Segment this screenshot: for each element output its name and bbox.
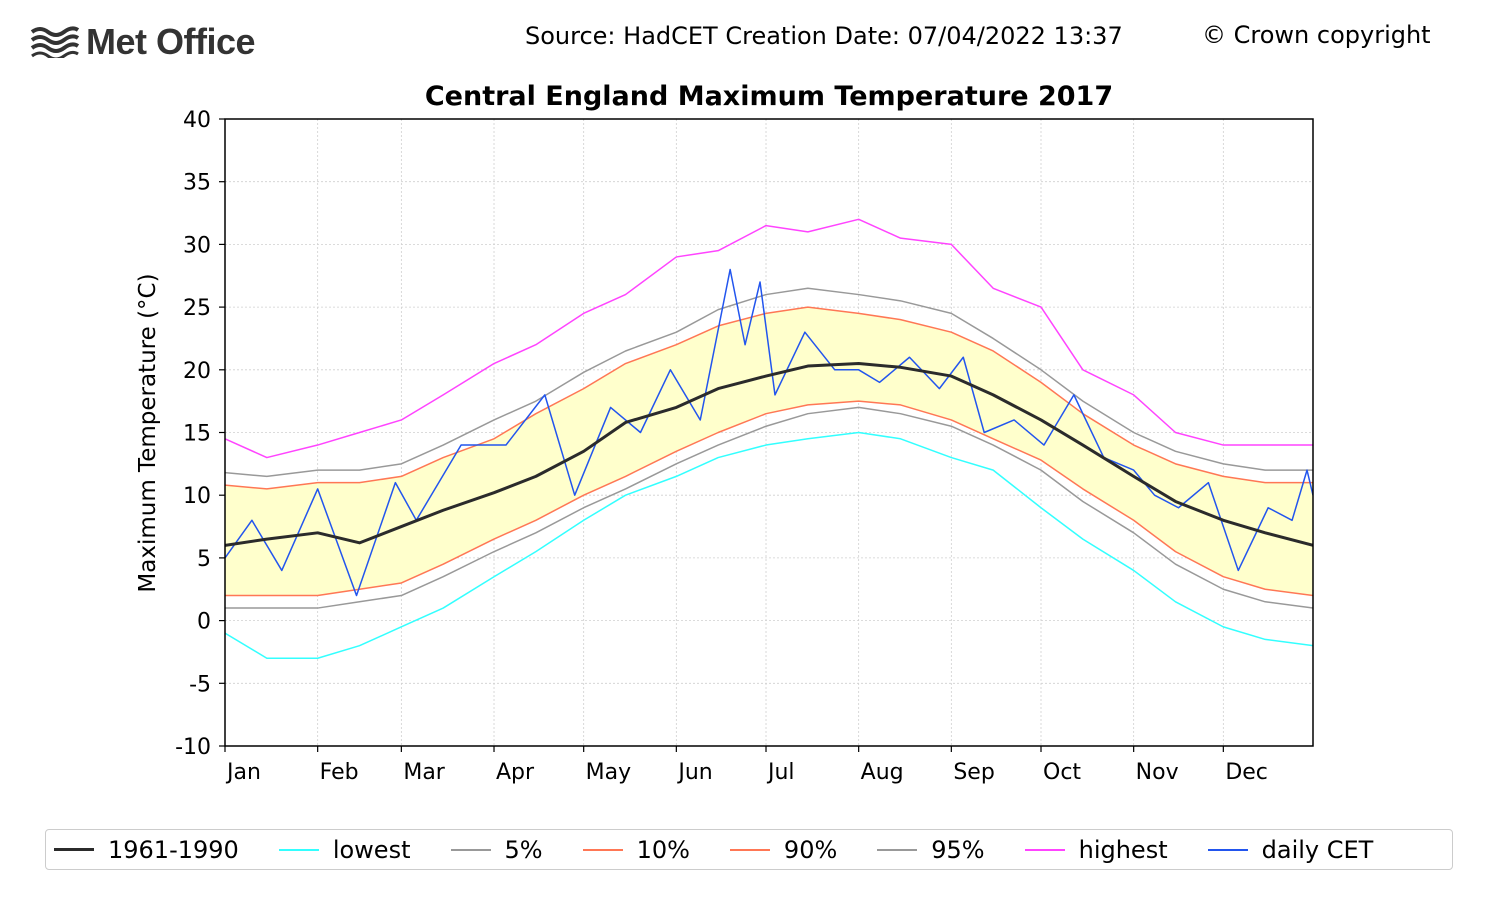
met-office-logo: Met Office (30, 21, 256, 62)
month-label: Sep (953, 760, 994, 785)
month-label: Apr (496, 760, 535, 785)
copyright-text: © Crown copyright (1202, 21, 1431, 49)
series-line-95- (225, 287, 1313, 478)
header: Met Office Source: HadCET Creation Date:… (0, 0, 1500, 70)
y-tick-label: 10 (183, 484, 211, 509)
legend-swatch (450, 848, 491, 851)
y-tick-label: 15 (183, 422, 211, 447)
legend-label: daily CET (1261, 835, 1374, 864)
y-tick-label: 35 (183, 171, 211, 196)
legend-label: 95% (931, 835, 985, 864)
chart-title: Central England Maximum Temperature 2017 (425, 81, 1113, 112)
legend-item: daily CET (1200, 830, 1374, 869)
legend-swatch (582, 848, 623, 851)
legend-swatch (729, 848, 770, 851)
month-label: Dec (1225, 760, 1268, 785)
month-label: Aug (861, 760, 904, 785)
month-label: Jan (225, 760, 261, 785)
legend-swatch (54, 848, 94, 851)
series-line-5- (225, 406, 1313, 609)
y-tick-label: 0 (197, 610, 211, 635)
y-tick-label: 20 (183, 359, 211, 384)
month-label: May (586, 760, 631, 785)
legend-swatch (278, 848, 319, 851)
series-line-10- (225, 400, 1313, 597)
month-label: Nov (1136, 760, 1179, 785)
x-axis-ticks: Jan Feb Mar Apr May Jun Jul Aug Sep Oct Nov Dec (224, 746, 1268, 785)
legend-item: 90% (722, 830, 837, 869)
legend-item: 5% (443, 830, 543, 869)
series-line-daily-cet (225, 268, 1313, 597)
y-tick-label: 5 (197, 547, 211, 572)
shaded-band (225, 307, 1313, 596)
month-label: Mar (403, 760, 445, 785)
y-axis-ticks: -10 -5 0 5 10 15 20 25 30 35 40 (175, 108, 225, 760)
month-label: Jun (676, 760, 712, 785)
met-office-wave-icon (30, 26, 80, 58)
series-line-1961-1990 (225, 362, 1313, 547)
series-line-90- (225, 306, 1313, 490)
legend-label: 5% (504, 835, 543, 864)
y-axis-label: Maximum Temperature (°C) (135, 273, 161, 592)
legend-label: lowest (332, 835, 411, 864)
legend: 1961-1990 lowest 5% 10% 90% 95% highest daily C… (45, 829, 1453, 870)
month-label: Feb (320, 760, 359, 785)
legend-item: highest (1017, 830, 1168, 869)
legend-item: 10% (575, 830, 690, 869)
legend-item: 1961-1990 (46, 830, 239, 869)
legend-label: 1961-1990 (108, 835, 239, 864)
logo-text: Met Office (86, 21, 256, 62)
percentile-band (225, 307, 1313, 596)
legend-item: lowest (271, 830, 411, 869)
y-tick-label: -5 (189, 672, 211, 697)
legend-label: highest (1078, 835, 1168, 864)
series-line-highest (225, 218, 1313, 459)
source-text: Source: HadCET Creation Date: 07/04/2022… (525, 22, 1123, 50)
y-tick-label: 40 (183, 108, 211, 133)
legend-label: 90% (783, 835, 838, 864)
legend-swatch (1207, 848, 1248, 851)
series-lines (225, 218, 1313, 659)
legend-item: 95% (869, 830, 985, 869)
y-tick-label: 30 (183, 233, 211, 258)
grid (224, 119, 1313, 746)
month-label: Jul (766, 760, 795, 785)
y-tick-label: -10 (175, 735, 211, 760)
series-line-lowest (225, 431, 1313, 659)
month-label: Oct (1043, 760, 1081, 785)
legend-label: 10% (636, 835, 690, 864)
legend-swatch (1024, 848, 1065, 851)
y-tick-label: 25 (183, 296, 211, 321)
legend-swatch (877, 848, 918, 851)
